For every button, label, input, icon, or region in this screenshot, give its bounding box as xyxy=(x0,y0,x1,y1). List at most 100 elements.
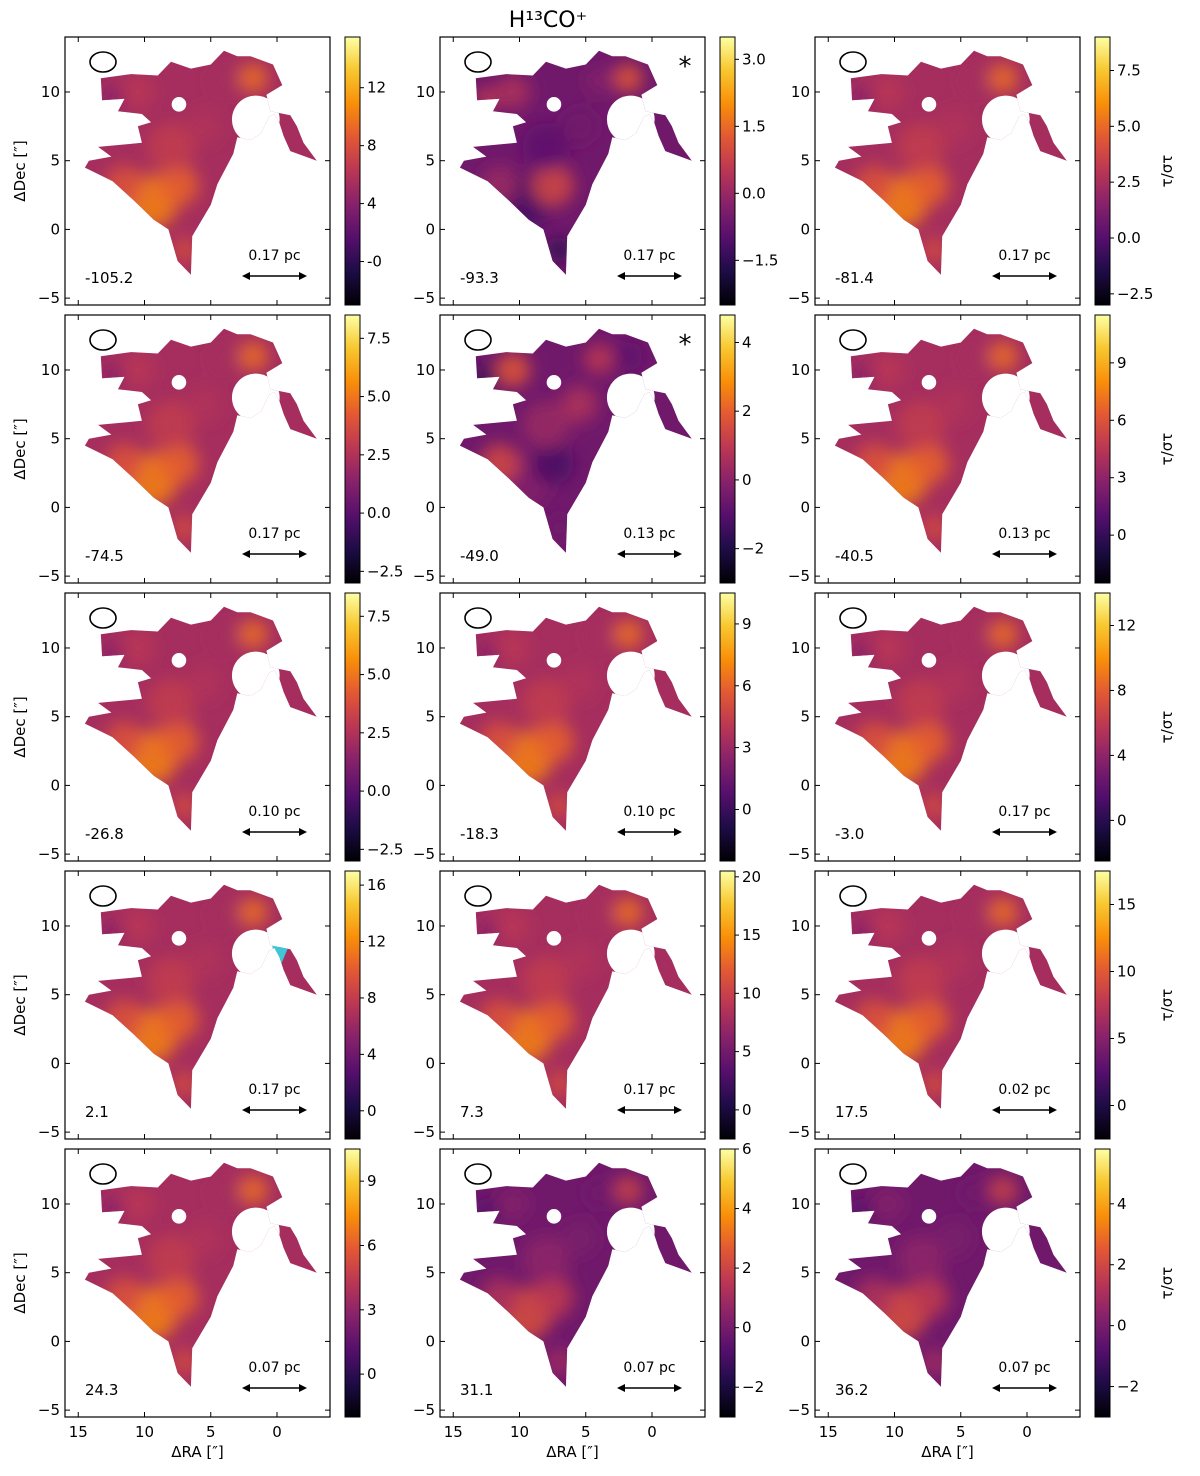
x-axis-label: ΔRA [″] xyxy=(171,1443,223,1461)
y-tick-label: 5 xyxy=(800,430,810,448)
y-tick-label: 10 xyxy=(41,1195,60,1213)
colorbar-label: τ/στ xyxy=(1158,433,1176,466)
colorbar-tick-label: 5.0 xyxy=(1117,117,1141,135)
axes-frame xyxy=(64,870,331,1140)
y-tick-label: 10 xyxy=(41,639,60,657)
beam-ellipse xyxy=(839,51,867,73)
scale-label: 0.13 pc xyxy=(998,526,1050,542)
scale-label: 0.17 pc xyxy=(998,804,1050,820)
beam-ellipse xyxy=(464,607,492,629)
colorbar-tick-label: 15 xyxy=(1117,896,1136,914)
y-tick-label: 5 xyxy=(800,986,810,1004)
colorbar-tick-label: 6 xyxy=(1117,411,1127,429)
y-tick-label: 5 xyxy=(50,986,60,1004)
colorbar xyxy=(719,592,736,862)
colorbar-tick-label: 0.0 xyxy=(367,782,391,800)
y-tick-label: 10 xyxy=(416,639,435,657)
map-panel: −5 0 5 10 ΔDec [″] -74.5 0.17 pc −2.5 0.0 2.5 5.0 7… xyxy=(11,314,403,585)
scale-label: 0.07 pc xyxy=(623,1360,675,1376)
y-tick-label: 10 xyxy=(41,83,60,101)
y-tick-label: 0 xyxy=(50,498,60,516)
colorbar-tick-label: −2.5 xyxy=(367,840,403,858)
colorbar xyxy=(344,870,361,1140)
x-tick-label: 5 xyxy=(206,1423,216,1441)
y-tick-label: −5 xyxy=(788,845,810,863)
heatmap xyxy=(84,1162,317,1387)
colorbar-tick-label: 3 xyxy=(367,1301,377,1319)
velocity-label: -18.3 xyxy=(460,825,499,843)
y-tick-label: 10 xyxy=(416,83,435,101)
y-tick-label: 5 xyxy=(425,430,435,448)
y-tick-label: 0 xyxy=(50,220,60,238)
y-tick-label: −5 xyxy=(788,289,810,307)
velocity-label: 24.3 xyxy=(85,1381,118,1399)
colorbar-tick-label: 2 xyxy=(742,402,752,420)
scale-label: 0.17 pc xyxy=(998,248,1050,264)
colorbar-tick-label: 5.0 xyxy=(367,388,391,406)
y-axis-label: ΔDec [″] xyxy=(11,418,29,479)
map-panel: 15 10 5 0 −5 0 5 10 ΔRA [″] 31.1 0.07 pc −2 0 2 4 6 xyxy=(413,1140,764,1461)
colorbar-tick-label: 2.5 xyxy=(1117,173,1141,191)
x-tick-label: 15 xyxy=(444,1423,463,1441)
y-tick-label: 10 xyxy=(791,917,810,935)
y-tick-label: −5 xyxy=(788,567,810,585)
y-tick-label: −5 xyxy=(788,1401,810,1419)
y-tick-label: −5 xyxy=(413,567,435,585)
axes-frame xyxy=(64,36,331,306)
colorbar xyxy=(719,870,736,1140)
map-panel: −5 0 5 10 -18.3 0.10 pc 0 3 6 9 xyxy=(413,592,752,863)
y-tick-label: 10 xyxy=(41,361,60,379)
colorbar-tick-label: 3 xyxy=(742,739,752,757)
colorbar-tick-label: 2 xyxy=(742,1259,752,1277)
y-tick-label: 10 xyxy=(791,361,810,379)
axes-frame xyxy=(439,314,706,584)
y-tick-label: −5 xyxy=(413,1401,435,1419)
colorbar-tick-label: 7.5 xyxy=(367,607,391,625)
velocity-label: -93.3 xyxy=(460,269,499,287)
colorbar-tick-label: −2.5 xyxy=(367,562,403,580)
x-tick-label: 0 xyxy=(1022,1423,1032,1441)
colorbar-tick-label: 3.0 xyxy=(742,50,766,68)
y-tick-label: 10 xyxy=(41,917,60,935)
y-tick-label: 5 xyxy=(800,152,810,170)
colorbar-label: τ/στ xyxy=(1158,711,1176,744)
heatmap xyxy=(459,1162,692,1387)
beam-ellipse xyxy=(89,607,117,629)
heatmap xyxy=(84,606,317,831)
velocity-label: 36.2 xyxy=(835,1381,868,1399)
y-axis-label: ΔDec [″] xyxy=(11,1252,29,1313)
colorbar-tick-label: 0.0 xyxy=(367,504,391,522)
colorbar-tick-label: −2 xyxy=(742,540,764,558)
colorbar-tick-label: 9 xyxy=(1117,354,1127,372)
colorbar-tick-label: 3 xyxy=(1117,469,1127,487)
colorbar-tick-label: 4 xyxy=(742,333,752,351)
heatmap xyxy=(459,606,692,831)
scale-label: 0.07 pc xyxy=(998,1360,1050,1376)
colorbar-tick-label: 5.0 xyxy=(367,666,391,684)
map-panel: −5 0 5 10 ΔDec [″] -105.2 0.17 pc -0 4 8 12 xyxy=(11,36,386,307)
colorbar-tick-label: 5 xyxy=(1117,1030,1127,1048)
axes-frame xyxy=(439,36,706,306)
y-tick-label: −5 xyxy=(38,845,60,863)
map-panel: −5 0 5 10 -3.0 0.17 pc 0 4 8 12 τ/στ xyxy=(788,592,1176,863)
beam-ellipse xyxy=(464,329,492,351)
scale-label: 0.10 pc xyxy=(623,804,675,820)
y-tick-label: −5 xyxy=(413,289,435,307)
colorbar-label: τ/στ xyxy=(1158,155,1176,188)
colorbar-tick-label: 16 xyxy=(367,876,386,894)
colorbar xyxy=(1094,592,1111,862)
map-panel: −5 0 5 10 7.3 0.17 pc 0 5 10 15 20 xyxy=(413,868,761,1141)
colorbar-tick-label: −2 xyxy=(1117,1378,1139,1396)
y-tick-label: 10 xyxy=(791,1195,810,1213)
colorbar-tick-label: 10 xyxy=(742,984,761,1002)
colorbar-tick-label: 6 xyxy=(367,1236,377,1254)
colorbar xyxy=(719,314,736,584)
x-tick-label: 5 xyxy=(956,1423,966,1441)
axes-frame xyxy=(814,592,1081,862)
scale-label: 0.13 pc xyxy=(623,526,675,542)
colorbar-tick-label: 0 xyxy=(742,1101,752,1119)
y-tick-label: 5 xyxy=(425,708,435,726)
x-tick-label: 10 xyxy=(510,1423,529,1441)
colorbar xyxy=(344,1148,361,1418)
